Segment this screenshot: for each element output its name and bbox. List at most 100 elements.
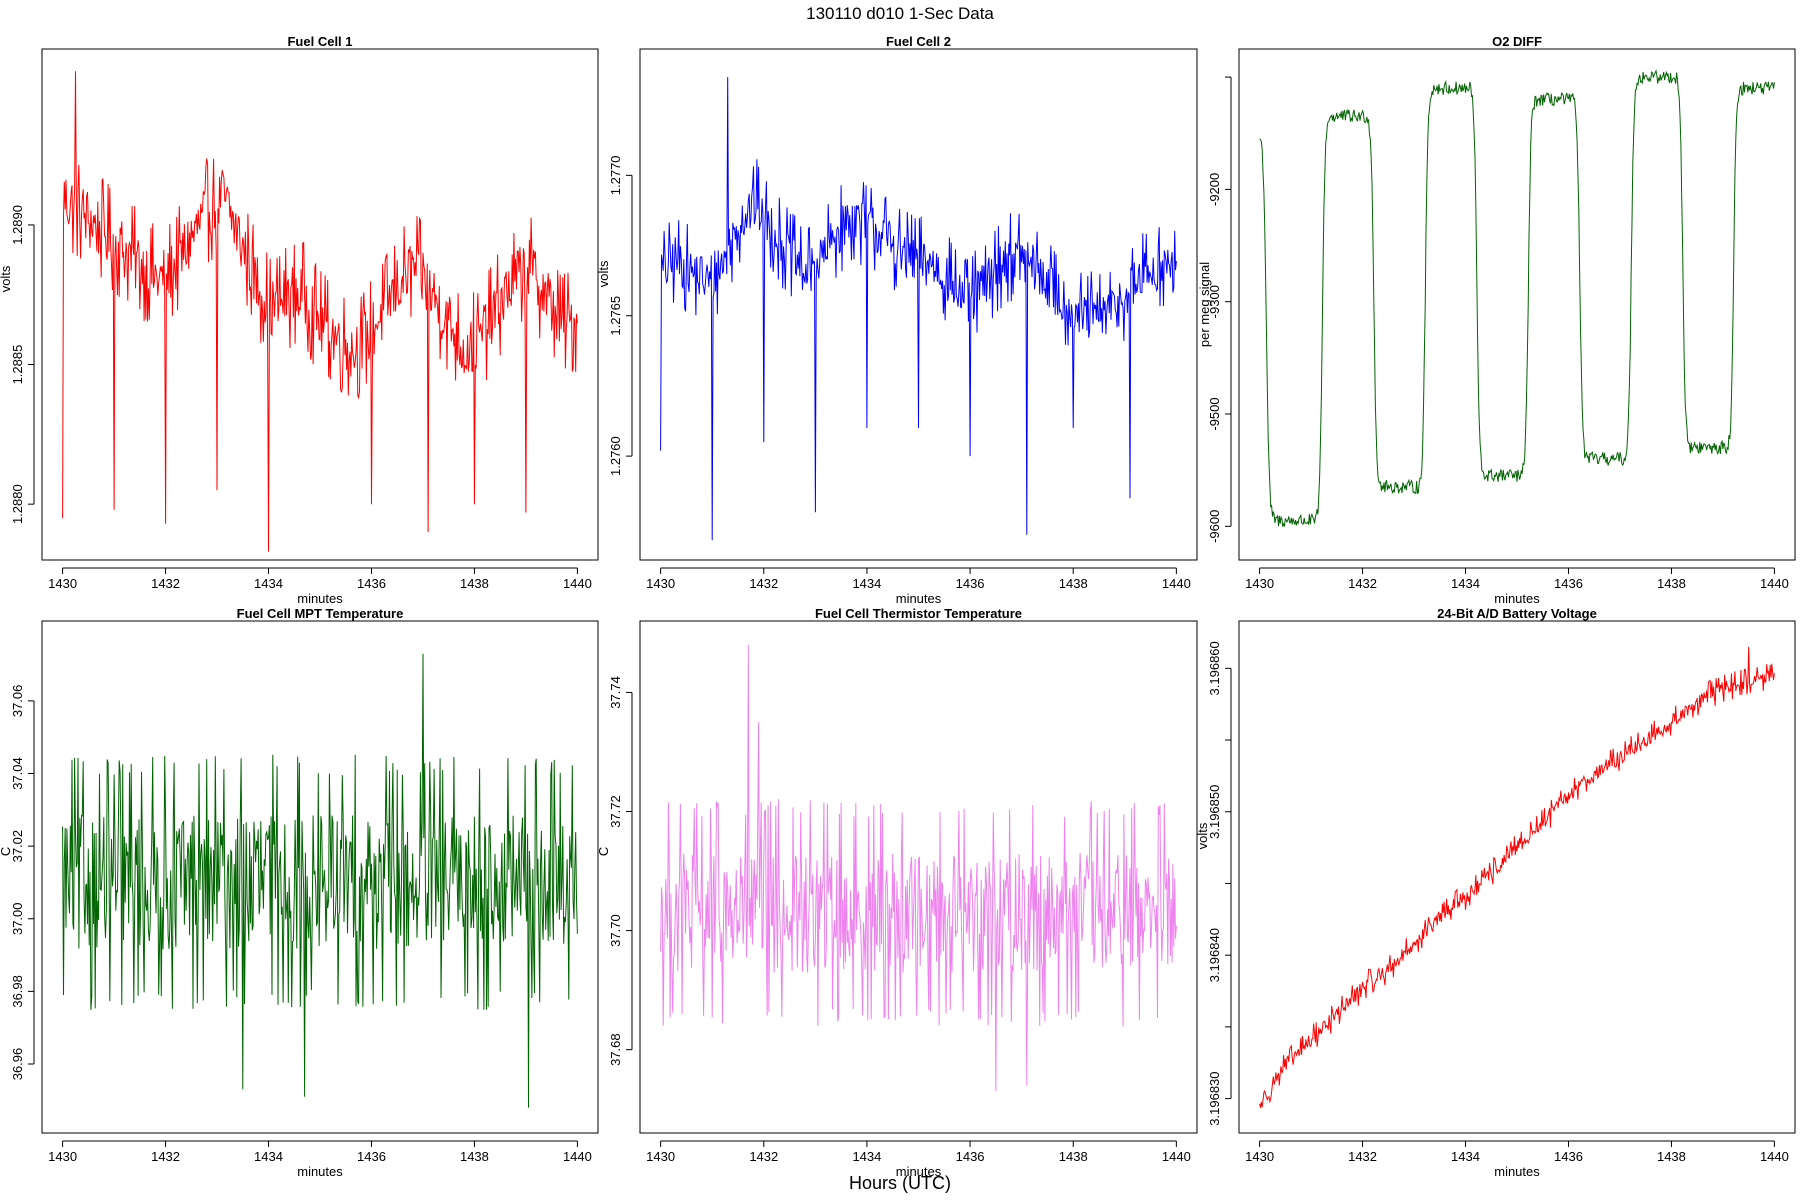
y-tick-label: -9500 [1207, 397, 1222, 430]
x-tick-label: 1438 [1657, 576, 1686, 591]
y-tick-label: 37.72 [608, 795, 623, 828]
chart-panel-5: Fuel Cell Thermistor Temperature 1430 1432… [596, 606, 1198, 1179]
y-tick-label: 1.2765 [608, 296, 623, 336]
y-tick-label: 3.196860 [1207, 641, 1222, 695]
x-tick-label: 1432 [749, 576, 778, 591]
plot-frame [1238, 48, 1796, 561]
x-tick-label: 1432 [151, 576, 180, 591]
x-tick-label: 1430 [1245, 1149, 1274, 1164]
y-tick-label: 1.2760 [608, 436, 623, 476]
y-tick-label: 3.196830 [1207, 1071, 1222, 1125]
x-tick-label: 1440 [1162, 1149, 1191, 1164]
figure-title: 130110 d010 1-Sec Data [806, 4, 994, 23]
y-axis-label: C [596, 847, 611, 856]
y-tick-label: -9300 [1207, 285, 1222, 318]
series-line [62, 653, 578, 1108]
x-tick-label: 1430 [48, 1149, 77, 1164]
y-tick-label: 36.96 [10, 1048, 25, 1081]
x-tick-label: 1434 [254, 576, 283, 591]
chart-panels: Fuel Cell 1 1430 1432 1434 1436 1438 1440 minut… [0, 34, 1796, 1179]
plot-frame [639, 48, 1198, 561]
y-axis-label: volts [596, 260, 611, 287]
y-tick-label: 37.04 [10, 757, 25, 790]
y-axis-label: per meg signal [1197, 262, 1212, 347]
chart-panel-6: 24-Bit A/D Battery Voltage 1430 1432 1434 14… [1195, 606, 1796, 1179]
y-tick-label: 37.00 [10, 902, 25, 935]
x-tick-label: 1440 [1162, 576, 1191, 591]
series-line [660, 644, 1177, 1092]
y-tick-label: 1.2880 [10, 484, 25, 524]
x-tick-label: 1432 [151, 1149, 180, 1164]
x-tick-label: 1438 [460, 1149, 489, 1164]
plot-frame [639, 620, 1198, 1134]
x-tick-label: 1430 [646, 1149, 675, 1164]
plot-frame [41, 48, 599, 561]
x-axis-label: minutes [1494, 591, 1540, 606]
x-tick-label: 1438 [1657, 1149, 1686, 1164]
x-tick-label: 1434 [1451, 576, 1480, 591]
x-tick-label: 1438 [1059, 576, 1088, 591]
plot-frame [41, 620, 599, 1134]
x-axis-label: minutes [896, 591, 942, 606]
x-axis-label: minutes [297, 591, 343, 606]
chart-panel-4: Fuel Cell MPT Temperature 1430 1432 1434 143… [0, 606, 599, 1179]
x-tick-label: 1434 [1451, 1149, 1480, 1164]
x-tick-label: 1440 [563, 576, 592, 591]
y-tick-label: 3.196840 [1207, 928, 1222, 982]
x-tick-label: 1438 [460, 576, 489, 591]
y-tick-label: -9200 [1207, 173, 1222, 206]
y-axis-label: volts [1195, 822, 1210, 849]
y-tick-label: 3.196850 [1207, 785, 1222, 839]
plot-frame [1238, 620, 1796, 1134]
y-tick-label: 37.06 [10, 685, 25, 718]
x-tick-label: 1434 [852, 1149, 881, 1164]
panel-title: Fuel Cell 1 [287, 34, 352, 49]
panel-title: O2 DIFF [1492, 34, 1542, 49]
x-tick-label: 1436 [1554, 576, 1583, 591]
x-tick-label: 1436 [357, 1149, 386, 1164]
x-tick-label: 1430 [48, 576, 77, 591]
series-line [1259, 646, 1775, 1108]
figure-xlabel: Hours (UTC) [849, 1173, 951, 1193]
y-tick-label: 37.74 [608, 676, 623, 709]
chart-panel-1: Fuel Cell 1 1430 1432 1434 1436 1438 1440 minut… [0, 34, 599, 606]
panel-title: Fuel Cell 2 [886, 34, 951, 49]
x-tick-label: 1432 [749, 1149, 778, 1164]
x-tick-label: 1430 [1245, 576, 1274, 591]
x-tick-label: 1434 [852, 576, 881, 591]
x-tick-label: 1432 [1348, 576, 1377, 591]
y-tick-label: 36.98 [10, 975, 25, 1008]
x-axis-label: minutes [297, 1164, 343, 1179]
x-axis-label: minutes [896, 1164, 942, 1179]
y-tick-label: 37.70 [608, 914, 623, 947]
chart-panel-2: Fuel Cell 2 1430 1432 1434 1436 1438 1440 minut… [596, 34, 1198, 606]
x-tick-label: 1438 [1059, 1149, 1088, 1164]
panel-title: Fuel Cell MPT Temperature [237, 606, 404, 621]
series-line [62, 71, 578, 552]
y-tick-label: 37.02 [10, 830, 25, 863]
x-tick-label: 1434 [254, 1149, 283, 1164]
y-tick-label: 1.2885 [10, 345, 25, 385]
panel-title: 24-Bit A/D Battery Voltage [1437, 606, 1597, 621]
series-line [660, 77, 1177, 541]
x-tick-label: 1436 [357, 576, 386, 591]
chart-panel-3: O2 DIFF 1430 1432 1434 1436 1438 1440 minutes -9… [1197, 34, 1796, 606]
x-tick-label: 1436 [956, 576, 985, 591]
x-tick-label: 1436 [1554, 1149, 1583, 1164]
x-axis-label: minutes [1494, 1164, 1540, 1179]
x-tick-label: 1436 [956, 1149, 985, 1164]
y-tick-label: 1.2890 [10, 205, 25, 245]
x-tick-label: 1430 [646, 576, 675, 591]
x-tick-label: 1440 [563, 1149, 592, 1164]
panel-title: Fuel Cell Thermistor Temperature [815, 606, 1022, 621]
series-line [1259, 69, 1775, 528]
x-tick-label: 1432 [1348, 1149, 1377, 1164]
x-tick-label: 1440 [1760, 1149, 1789, 1164]
y-tick-label: 1.2770 [608, 155, 623, 195]
y-axis-label: volts [0, 265, 13, 292]
y-tick-label: -9600 [1207, 510, 1222, 543]
y-tick-label: 37.68 [608, 1033, 623, 1066]
y-axis-label: C [0, 847, 13, 856]
x-tick-label: 1440 [1760, 576, 1789, 591]
